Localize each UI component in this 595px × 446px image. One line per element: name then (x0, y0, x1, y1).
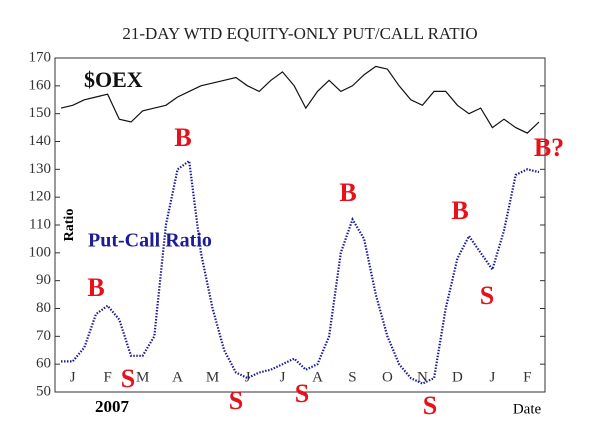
x-tick-label: F (103, 369, 111, 385)
x-tick-label: D (452, 369, 463, 385)
x-tick-label: J (70, 369, 76, 385)
annotation: B? (534, 133, 564, 162)
annotation: S (295, 379, 309, 408)
x-tick-label: A (312, 369, 323, 385)
annotation: B (339, 178, 356, 207)
x-tick-label: A (172, 369, 183, 385)
x-tick-label: F (523, 369, 531, 385)
x-tick-label: O (382, 369, 393, 385)
series-line (61, 159, 540, 385)
y-tick-label: 160 (29, 77, 52, 93)
year-label: 2007 (95, 397, 130, 416)
x-tick-label: N (417, 369, 428, 385)
y-tick-label: 170 (29, 49, 52, 65)
x-tick-label: J (489, 369, 495, 385)
chart-title: 21-DAY WTD EQUITY-ONLY PUT/CALL RATIO (122, 24, 477, 43)
y-tick-label: 130 (29, 161, 52, 177)
annotation: B (174, 123, 191, 152)
y-tick-label: 110 (29, 216, 51, 232)
x-tick-label: M (136, 369, 149, 385)
y-tick-label: 100 (29, 244, 52, 260)
y-tick-label: 150 (29, 105, 52, 121)
x-tick-label: J (245, 369, 251, 385)
x-axis-label: Date (513, 401, 542, 417)
annotation: B (87, 273, 104, 302)
plot-frame (54, 57, 546, 393)
annotation: S (121, 364, 135, 393)
y-axis-label: Ratio (62, 209, 77, 242)
y-tick-label: 80 (36, 300, 51, 316)
annotation: S (229, 386, 243, 415)
series-label: Put-Call Ratio (88, 230, 212, 252)
series-line (60, 65, 540, 134)
y-tick-label: 120 (29, 189, 52, 205)
y-tick-label: 50 (36, 383, 51, 399)
x-tick-label: M (206, 369, 219, 385)
y-tick-label: 70 (36, 328, 51, 344)
y-tick-label: 60 (36, 356, 51, 372)
annotation: B (451, 196, 468, 225)
x-tick-label: S (348, 369, 356, 385)
x-tick-label: J (280, 369, 286, 385)
annotation: S (423, 391, 437, 420)
y-tick-label: 90 (36, 272, 51, 288)
annotation: S (480, 281, 494, 310)
y-tick-label: 140 (29, 133, 52, 149)
series-label: $OEX (84, 67, 143, 92)
